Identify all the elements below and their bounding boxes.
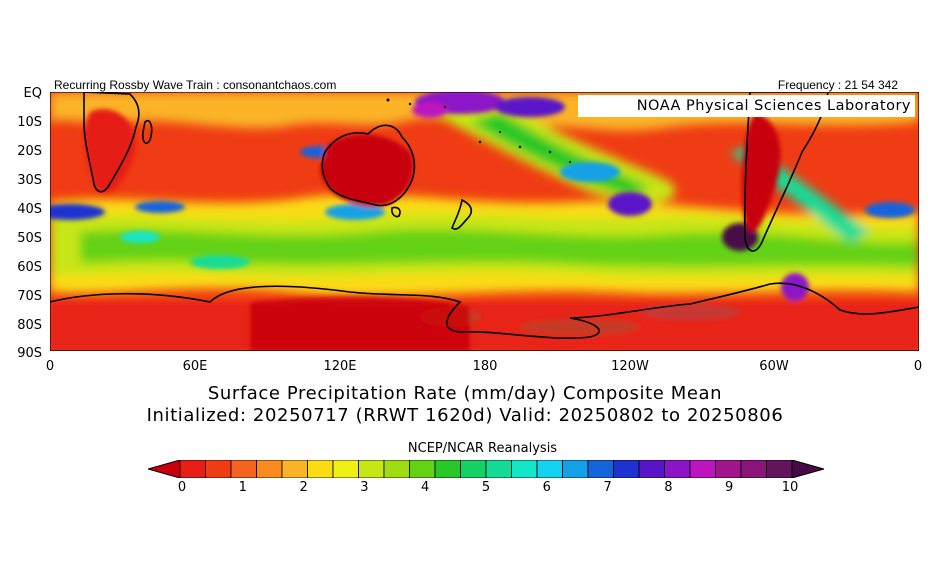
colorbar-segment <box>689 460 716 478</box>
new-zealand-outline <box>451 198 473 230</box>
colorbar-segment <box>562 460 589 478</box>
header-left-text: Recurring Rossby Wave Train : consonantc… <box>54 78 337 92</box>
colorbar <box>148 460 824 478</box>
colorbar-segment <box>179 460 206 478</box>
south-america-outline <box>743 92 829 252</box>
lat-label-50s: 50S <box>17 231 42 246</box>
lon-label-60e: 60E <box>182 359 208 374</box>
colorbar-segment <box>536 460 563 478</box>
colorbar-segment <box>281 460 308 478</box>
noaa-logo-text: NOAA Physical Sciences Laboratory <box>578 95 915 117</box>
colorbar-over-arrow <box>791 460 824 478</box>
lat-label-30s: 30S <box>17 173 42 188</box>
colorbar-segment <box>332 460 359 478</box>
tasmania-outline <box>391 206 401 218</box>
colorbar-segment <box>740 460 767 478</box>
colorbar-segment <box>715 460 742 478</box>
lon-label-60w: 60W <box>759 359 789 374</box>
lon-label-0-end: 0 <box>913 359 923 374</box>
colorbar-segment <box>383 460 410 478</box>
colorbar-tick-label: 2 <box>299 480 308 495</box>
plot-title-line2: Initialized: 20250717 (RRWT 1620d) Valid… <box>146 405 784 426</box>
colorbar-segment <box>511 460 538 478</box>
colorbar-segment <box>460 460 487 478</box>
lat-label-60s: 60S <box>17 260 42 275</box>
lon-label-180: 180 <box>472 359 498 374</box>
coastlines <box>50 92 919 340</box>
madagascar-outline <box>142 120 153 144</box>
colorbar-segment <box>205 460 232 478</box>
plot-title-line1: Surface Precipitation Rate (mm/day) Comp… <box>207 383 723 404</box>
africa-outline <box>83 92 140 193</box>
colorbar-tick-label: 9 <box>725 480 734 495</box>
island-dots <box>386 98 571 163</box>
colorbar-segment <box>358 460 385 478</box>
colorbar-segment <box>434 460 461 478</box>
colorbar-segment <box>664 460 691 478</box>
antarctica-outline <box>50 282 919 340</box>
lat-label-eq: EQ <box>23 86 42 101</box>
lat-label-80s: 80S <box>17 318 42 333</box>
australia-outline <box>321 124 416 207</box>
colorbar-tick-label: 7 <box>603 480 612 495</box>
colorbar-tick-label: 6 <box>542 480 551 495</box>
lat-label-40s: 40S <box>17 202 42 217</box>
colorbar-segment <box>256 460 283 478</box>
lon-label-120w: 120W <box>611 359 649 374</box>
colorbar-tick-label: 5 <box>481 480 491 495</box>
colorbar-segment <box>409 460 436 478</box>
colorbar-tick-label: 10 <box>781 480 799 495</box>
colorbar-tick-label: 4 <box>421 480 430 495</box>
colorbar-segment <box>230 460 257 478</box>
lat-label-90s: 90S <box>17 346 42 361</box>
precipitation-map <box>50 92 919 351</box>
colorbar-segment <box>766 460 793 478</box>
colorbar-segment <box>613 460 640 478</box>
lon-label-0: 0 <box>45 359 55 374</box>
lat-label-10s: 10S <box>17 115 42 130</box>
colorbar-segment <box>587 460 614 478</box>
data-source-label: NCEP/NCAR Reanalysis <box>407 441 558 456</box>
colorbar-segment <box>307 460 334 478</box>
colorbar-tick-label: 0 <box>177 480 187 495</box>
header-right-text: Frequency : 21 54 342 <box>777 78 898 92</box>
lat-label-20s: 20S <box>17 144 42 159</box>
colorbar-tick-label: 8 <box>664 480 673 495</box>
lat-label-70s: 70S <box>17 289 42 304</box>
colorbar-tick-label: 3 <box>360 480 369 495</box>
colorbar-segment <box>638 460 665 478</box>
colorbar-under-arrow <box>148 460 181 478</box>
lon-label-120e: 120E <box>323 359 357 374</box>
colorbar-segment <box>485 460 512 478</box>
colorbar-tick-label: 1 <box>238 480 247 495</box>
